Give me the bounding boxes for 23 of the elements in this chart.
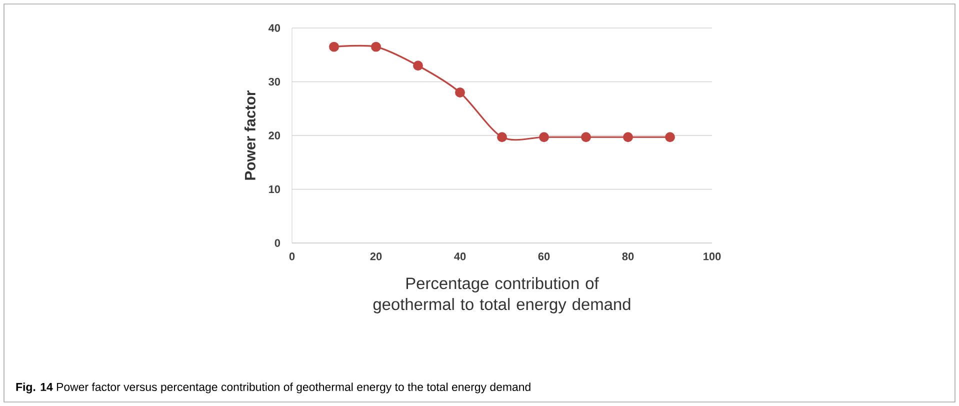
y-tick-label: 10 — [268, 185, 280, 194]
point — [539, 132, 549, 142]
x-tick-label: 40 — [454, 252, 466, 260]
x-tick-label: 80 — [622, 252, 634, 260]
point — [371, 42, 381, 52]
point — [413, 60, 423, 71]
point — [623, 132, 633, 142]
x-tick-label: 20 — [370, 252, 382, 260]
y-tick-label: 20 — [268, 132, 280, 140]
y-tick-label: 0 — [274, 239, 280, 247]
text: Fig. 14 Power factor versus percentage contribution of geothermal energy to the total energy demand — [16, 382, 530, 394]
y-axis-title: Power factor — [244, 90, 256, 180]
x-tick-label: 60 — [538, 252, 550, 260]
point — [329, 42, 339, 52]
x-axis-title: Percentage contribution of geothermal to total energy demand — [373, 277, 630, 314]
point — [455, 88, 465, 98]
point — [665, 132, 675, 142]
x-tick-label: 0 — [289, 252, 295, 260]
point — [497, 132, 507, 142]
x-tick-label: 100 — [704, 252, 721, 260]
y-tick-label: 40 — [268, 24, 280, 32]
point — [581, 132, 591, 142]
y-tick-label: 30 — [268, 78, 280, 86]
